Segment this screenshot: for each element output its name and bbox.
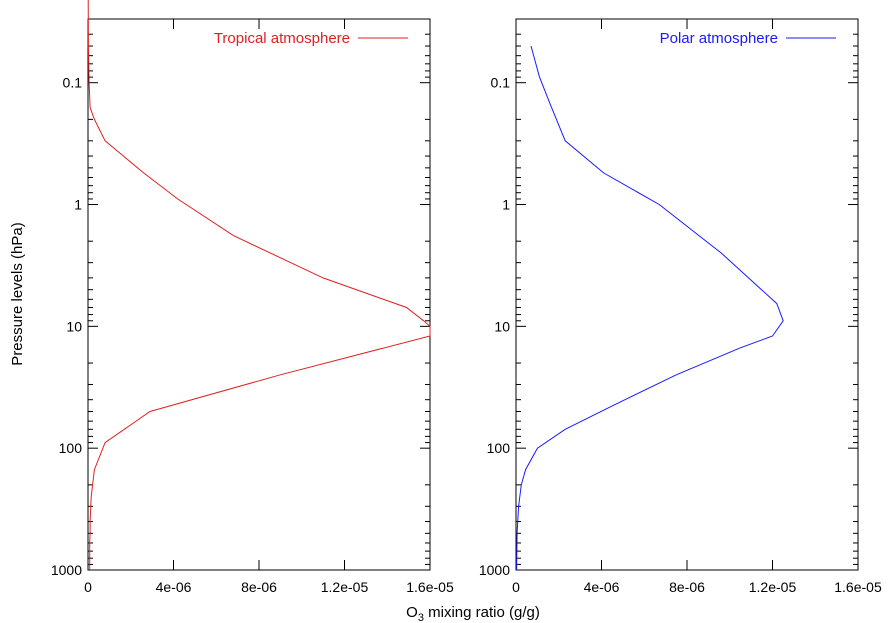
x-tick-label: 1.6e-05 (406, 579, 454, 595)
right-series-group (516, 45, 784, 571)
y-tick-label: 1 (74, 197, 82, 213)
legend-label: Tropical atmosphere (214, 30, 350, 47)
y-tick-label: 1000 (51, 562, 82, 578)
x-tick-label: 8e-06 (241, 579, 277, 595)
left-legend: Tropical atmosphere (214, 30, 408, 47)
right-legend: Polar atmosphere (660, 30, 836, 47)
y-tick-label: 100 (487, 440, 511, 456)
x-tick-label: 1.2e-05 (749, 579, 797, 595)
right-plot-frame (515, 18, 859, 571)
x-axis-label: O3 mixing ratio (g/g) (406, 604, 540, 623)
x-tick-label: 4e-06 (584, 579, 620, 595)
y-tick-label: 0.1 (491, 75, 511, 91)
y-axis-label: Pressure levels (hPa) (9, 222, 26, 365)
y-tick-label: 1 (502, 197, 510, 213)
y-tick-label: 0.1 (63, 75, 83, 91)
left-plot-frame (87, 18, 431, 571)
y-tick-label: 10 (66, 318, 82, 334)
x-tick-label: 1.2e-05 (321, 579, 369, 595)
series-line-polar (516, 45, 784, 571)
y-tick-label: 10 (494, 318, 510, 334)
left-series-group (87, 0, 431, 570)
y-tick-label: 100 (59, 440, 83, 456)
x-tick-label: 8e-06 (669, 579, 705, 595)
y-tick-label: 1000 (479, 562, 510, 578)
x-tick-label: 0 (84, 579, 92, 595)
legend-label: Polar atmosphere (660, 30, 778, 47)
x-tick-label: 0 (512, 579, 520, 595)
x-tick-label: 1.6e-05 (834, 579, 882, 595)
series-line-tropical (87, 0, 431, 570)
x-tick-label: 4e-06 (156, 579, 192, 595)
